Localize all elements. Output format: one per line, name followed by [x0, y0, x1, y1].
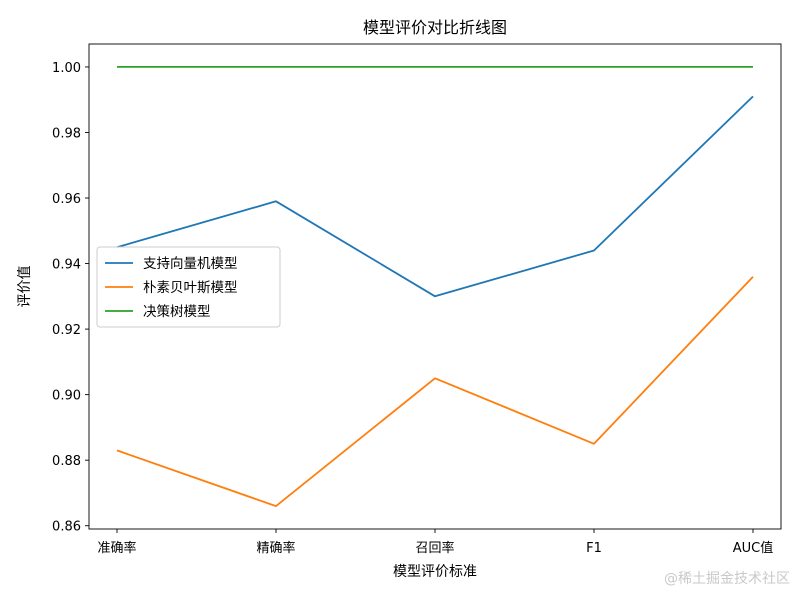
y-tick-label: 0.90 [52, 389, 81, 404]
legend-entry-label: 决策树模型 [143, 303, 211, 320]
series-line-0 [116, 95, 754, 298]
y-tick-label: 0.98 [52, 126, 81, 141]
y-axis-label: 评价值 [17, 266, 33, 308]
x-tick-label: AUC值 [733, 540, 774, 556]
y-tick-label: 0.88 [52, 454, 81, 469]
legend-entry-label: 支持向量机模型 [143, 256, 238, 272]
x-tick-label: 召回率 [415, 540, 454, 556]
y-tick-label: 1.00 [52, 61, 81, 76]
x-tick-label: 准确率 [97, 540, 136, 556]
y-tick-label: 0.86 [52, 520, 81, 535]
x-tick-label: 精确率 [256, 540, 295, 556]
series-layer [116, 66, 754, 508]
legend-entry-label: 朴素贝叶斯模型 [143, 280, 238, 296]
chart-title: 模型评价对比折线图 [363, 18, 507, 37]
series-line-1 [116, 276, 754, 508]
ticks-layer: 0.86 0.88 0.90 0.92 0.94 0.96 0.98 1.00 准确率 精确率 召回… [52, 61, 773, 556]
x-tick-label: F1 [586, 541, 602, 556]
y-tick-label: 0.92 [52, 323, 81, 338]
y-tick-label: 0.94 [52, 258, 81, 273]
watermark-text: @稀土掘金技术社区 [664, 571, 790, 587]
legend-box [96, 246, 281, 328]
y-tick-label: 0.96 [52, 192, 81, 207]
x-axis-label: 模型评价标准 [393, 564, 477, 580]
